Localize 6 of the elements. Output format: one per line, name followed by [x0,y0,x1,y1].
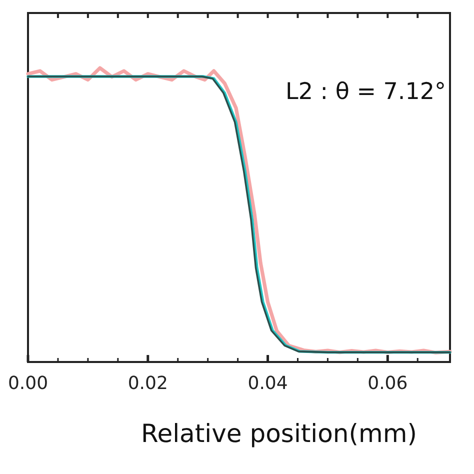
annotation: L2 : θ = 7.12° [286,79,446,105]
x-tick-label: 0.00 [8,372,48,394]
x-axis-title: Relative position(mm) [140,419,418,448]
x-tick-label: 0.02 [128,372,168,394]
x-tick-label: 0.06 [368,372,408,394]
x-tick-label: 0.04 [248,372,288,394]
